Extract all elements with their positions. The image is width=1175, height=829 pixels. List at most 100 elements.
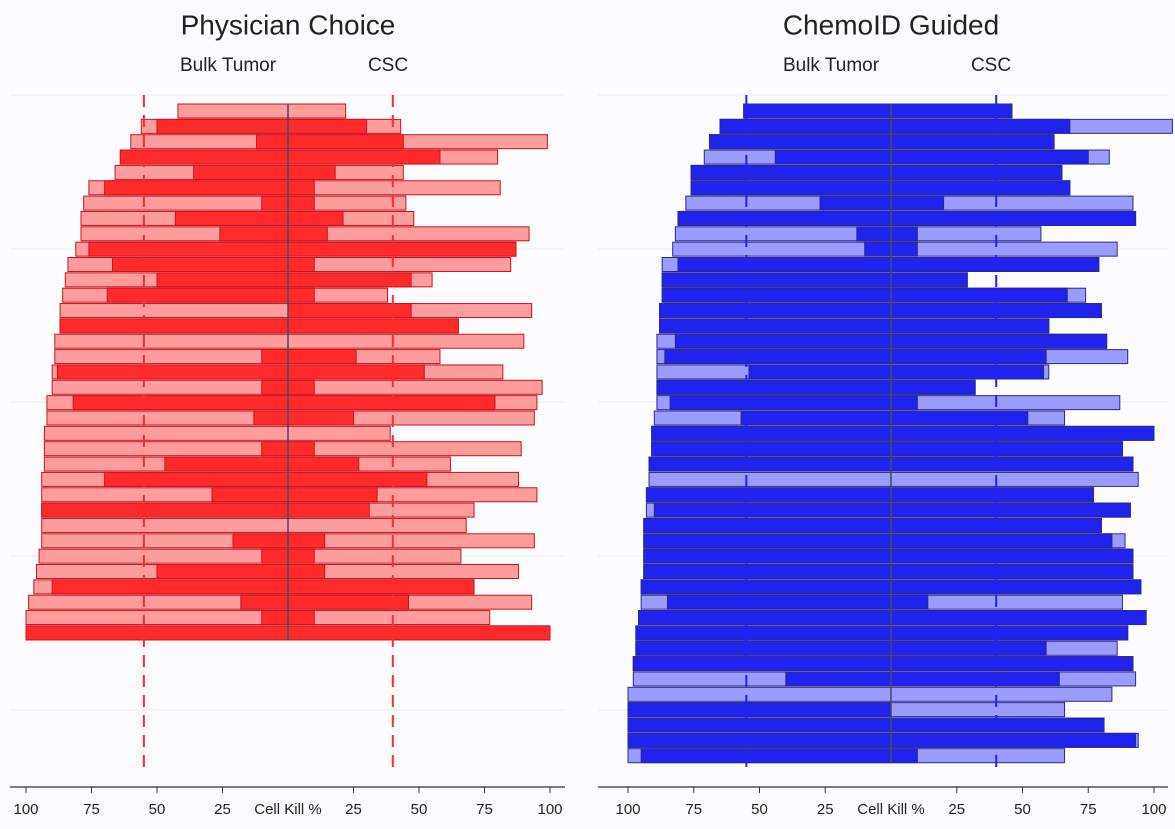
csc-light-bar [890,395,1121,411]
csc-dark-bar [890,118,1071,134]
bulk-dark-bar [677,210,892,226]
bulk-dark-bar [106,287,289,303]
csc-dark-bar [890,210,1137,226]
bulk-dark-bar [651,425,892,441]
bulk-dark-bar [864,241,892,257]
bulk-light-bar [648,471,892,487]
csc-dark-bar [287,349,357,365]
csc-dark-bar [890,241,918,257]
bulk-dark-bar [193,164,289,180]
csc-dark-bar [287,226,328,242]
csc-light-bar [890,471,1139,487]
bulk-dark-bar [211,487,289,503]
x-tick-label: 25 [345,801,362,818]
bulk-dark-bar [627,732,892,748]
bulk-dark-bar [651,441,892,457]
x-tick-label: 25 [948,801,965,818]
bulk-light-bar [83,195,289,211]
bulk-dark-bar [261,195,289,211]
csc-dark-bar [890,287,1068,303]
bulk-dark-bar [743,103,892,119]
csc-dark-bar [890,103,1013,119]
csc-dark-bar [890,594,929,610]
bulk-light-bar [627,686,892,702]
bulk-dark-bar [640,748,892,764]
csc-dark-bar [890,164,1063,180]
bulk-dark-bar [659,303,892,319]
panel-title: Physician Choice [181,9,396,40]
bulk-dark-bar [643,517,892,533]
bulk-dark-bar [261,548,289,564]
x-tick-label: 75 [685,801,702,818]
csc-dark-bar [890,272,968,288]
bulk-dark-bar [104,180,289,196]
x-tick-label: 25 [214,801,231,818]
bulk-dark-bar [88,241,289,257]
csc-dark-bar [287,456,360,472]
side-label: CSC [971,55,1011,76]
csc-dark-bar [287,195,315,211]
bulk-light-bar [177,103,289,119]
csc-dark-bar [890,257,1100,272]
csc-dark-bar [287,502,370,518]
bulk-dark-bar [119,149,289,165]
bulk-dark-bar [638,610,892,626]
csc-dark-bar [890,180,1071,196]
bulk-light-bar [43,425,289,441]
csc-light-bar [287,103,347,119]
csc-dark-bar [287,241,517,257]
bulk-dark-bar [156,564,289,579]
x-tick-label: 100 [13,801,38,818]
csc-light-bar [287,257,512,272]
x-tick-label: 25 [817,801,834,818]
side-label: Bulk Tumor [783,55,880,76]
csc-dark-bar [890,425,1155,441]
bulk-dark-bar [72,395,289,411]
bulk-dark-bar [635,640,892,656]
bulk-dark-bar [643,533,892,549]
csc-dark-bar [287,395,496,411]
x-tick-label: 50 [1014,801,1031,818]
bulk-dark-bar [635,625,892,641]
csc-light-bar [890,702,1066,718]
csc-dark-bar [890,610,1147,626]
csc-dark-bar [287,441,315,457]
bulk-light-bar [51,379,289,395]
csc-dark-bar [890,579,1142,595]
bulk-dark-bar [690,164,892,180]
csc-dark-bar [287,180,315,196]
bulk-dark-bar [748,364,892,380]
bulk-dark-bar [709,134,892,150]
bulk-dark-bar [640,579,892,595]
bulk-dark-bar [56,364,289,380]
csc-dark-bar [890,656,1134,672]
csc-dark-bar [287,364,425,380]
csc-dark-bar [287,164,336,180]
bulk-dark-bar [261,610,289,626]
csc-dark-bar [890,195,945,211]
x-tick-label: 75 [1080,801,1097,818]
bulk-dark-bar [261,379,289,395]
bulk-dark-bar [219,226,289,242]
csc-light-bar [890,241,1118,257]
csc-dark-bar [287,548,315,564]
csc-dark-bar [287,471,428,487]
bulk-light-bar [54,333,289,349]
csc-dark-bar [890,502,1131,518]
csc-dark-bar [287,487,378,503]
bulk-dark-bar [51,579,289,595]
csc-dark-bar [287,533,326,549]
bulk-dark-bar [156,272,289,288]
bulk-dark-bar [653,502,892,518]
bulk-dark-bar [774,149,892,165]
x-tick-label: 75 [476,801,493,818]
csc-light-bar [287,610,491,626]
csc-light-bar [287,517,467,533]
bulk-dark-bar [648,456,892,472]
csc-light-bar [890,686,1113,702]
bulk-dark-bar [664,349,892,365]
csc-dark-bar [287,625,551,641]
bulk-dark-bar [261,349,289,365]
bulk-dark-bar [261,441,289,457]
